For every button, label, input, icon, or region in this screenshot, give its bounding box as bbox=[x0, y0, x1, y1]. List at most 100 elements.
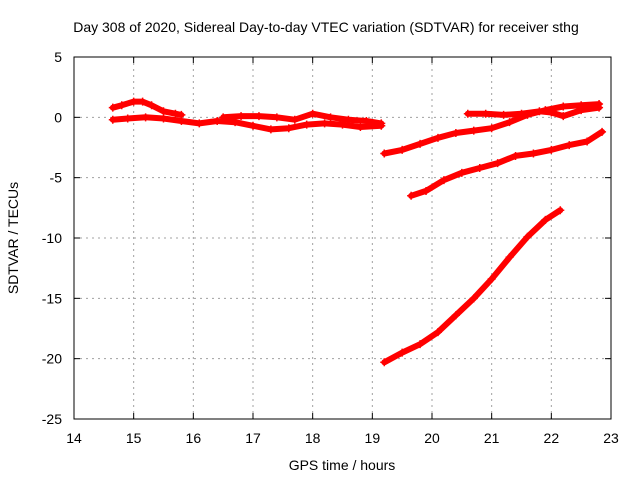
data-point bbox=[457, 168, 466, 177]
data-point bbox=[487, 275, 496, 284]
data-point bbox=[108, 115, 117, 124]
data-point bbox=[377, 119, 386, 128]
data-point bbox=[577, 106, 586, 115]
data-point bbox=[422, 186, 431, 195]
data-point bbox=[254, 112, 263, 121]
data-series bbox=[108, 97, 607, 367]
data-point bbox=[141, 113, 150, 122]
data-point bbox=[398, 348, 407, 357]
data-point bbox=[469, 126, 478, 135]
data-point bbox=[493, 159, 502, 168]
y-tick-labels: 5 0 -5 -10 -15 -20 -25 bbox=[42, 49, 62, 427]
y-tick-label: 5 bbox=[54, 49, 62, 65]
data-point bbox=[308, 109, 317, 118]
data-point bbox=[535, 107, 544, 116]
series-arc-1 bbox=[108, 97, 186, 119]
y-tick-label: -5 bbox=[50, 170, 63, 186]
series-arc-2 bbox=[108, 113, 386, 134]
series-line bbox=[220, 110, 385, 127]
y-tick-label: -25 bbox=[42, 411, 62, 427]
data-point bbox=[595, 103, 604, 112]
data-point bbox=[213, 116, 222, 125]
data-point bbox=[356, 122, 365, 131]
data-point bbox=[487, 124, 496, 133]
x-tick-label: 21 bbox=[484, 430, 500, 446]
data-point bbox=[547, 145, 556, 154]
data-point bbox=[380, 358, 389, 367]
chart-title: Day 308 of 2020, Sidereal Day-to-day VTE… bbox=[73, 19, 579, 35]
data-point bbox=[147, 101, 156, 110]
data-point bbox=[556, 206, 565, 215]
data-point bbox=[219, 113, 228, 122]
data-point bbox=[344, 115, 353, 124]
series-line bbox=[464, 104, 603, 120]
data-point bbox=[249, 121, 257, 130]
data-point bbox=[505, 118, 514, 127]
series-line bbox=[381, 207, 564, 366]
series-arc-6 bbox=[380, 206, 565, 367]
data-point bbox=[475, 164, 484, 173]
y-tick-label: -10 bbox=[42, 230, 62, 246]
data-point bbox=[598, 127, 607, 136]
data-point bbox=[481, 109, 490, 118]
data-point bbox=[547, 108, 556, 117]
data-point bbox=[380, 149, 389, 158]
data-point bbox=[583, 137, 592, 146]
data-point bbox=[129, 97, 138, 106]
x-tick-label: 17 bbox=[245, 430, 261, 446]
data-point bbox=[416, 139, 425, 148]
data-point bbox=[272, 113, 281, 122]
y-tick-label: -20 bbox=[42, 351, 62, 367]
data-point bbox=[529, 149, 538, 158]
data-point bbox=[108, 103, 117, 112]
data-point bbox=[511, 151, 520, 160]
data-point bbox=[237, 112, 246, 121]
series-arc-5 bbox=[407, 127, 607, 200]
data-point bbox=[195, 119, 204, 128]
x-tick-label: 19 bbox=[365, 430, 381, 446]
data-point bbox=[266, 125, 275, 134]
data-point bbox=[177, 116, 186, 125]
data-point bbox=[505, 253, 514, 262]
data-point bbox=[117, 101, 126, 110]
data-point bbox=[362, 116, 371, 125]
data-point bbox=[320, 119, 329, 128]
y-tick-label: 0 bbox=[54, 109, 62, 125]
x-tick-labels: 14 15 16 17 18 19 20 21 22 23 bbox=[66, 430, 619, 446]
axis-ticks bbox=[73, 56, 612, 420]
data-point bbox=[565, 141, 574, 150]
series-arc-7 bbox=[463, 103, 604, 121]
data-point bbox=[517, 109, 526, 118]
series-line bbox=[109, 114, 385, 133]
data-point bbox=[439, 176, 448, 185]
data-point bbox=[159, 114, 168, 123]
data-point bbox=[463, 109, 472, 118]
data-point bbox=[559, 102, 568, 111]
x-tick-label: 14 bbox=[66, 430, 82, 446]
data-point bbox=[433, 328, 442, 337]
data-point bbox=[407, 191, 416, 200]
data-point bbox=[398, 145, 407, 154]
x-tick-label: 20 bbox=[424, 430, 440, 446]
x-tick-label: 22 bbox=[544, 430, 560, 446]
x-tick-label: 23 bbox=[603, 430, 619, 446]
y-tick-label: -15 bbox=[42, 290, 62, 306]
x-tick-label: 16 bbox=[186, 430, 202, 446]
data-point bbox=[451, 311, 460, 320]
data-point bbox=[416, 340, 425, 349]
y-axis-label: SDTVAR / TECUs bbox=[5, 182, 21, 294]
series-line bbox=[109, 98, 185, 118]
data-point bbox=[290, 115, 299, 124]
x-tick-label: 15 bbox=[126, 430, 142, 446]
series-arc-3 bbox=[219, 109, 386, 128]
data-point bbox=[523, 232, 532, 241]
data-point bbox=[451, 129, 460, 138]
data-point bbox=[171, 109, 180, 118]
data-point bbox=[138, 97, 147, 106]
data-point bbox=[433, 133, 442, 142]
data-point bbox=[499, 110, 508, 119]
data-point bbox=[559, 112, 568, 121]
data-point bbox=[159, 107, 168, 116]
